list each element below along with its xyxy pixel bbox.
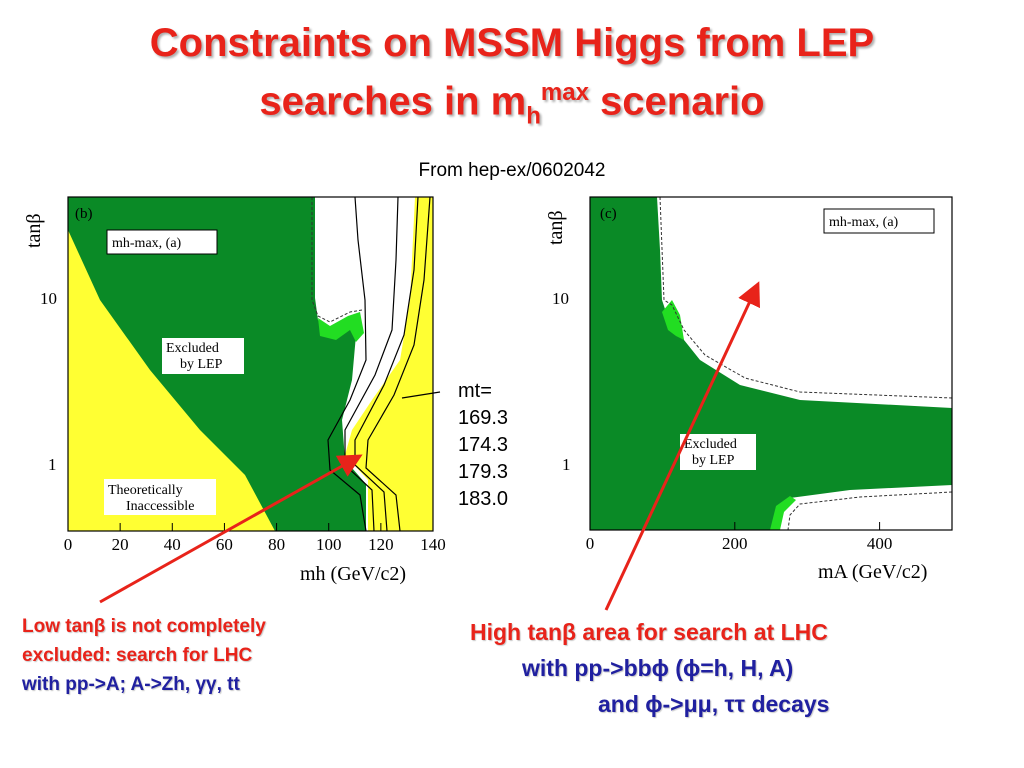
chart-c-xlabel: mA (GeV/c2) [818,561,927,583]
chart-b-mt-curve-4 [365,197,431,531]
arrow-low-tanb [99,454,363,604]
chart-b-xtick-label: 120 [368,535,394,554]
chart-b-ylabel: tanβ [23,213,45,248]
chart-b-ytick-1: 1 [48,455,57,474]
mt-value-4: 183.0 [458,488,509,510]
chart-c-box [823,208,935,234]
chart-b-box-label: mh-max, (a) [112,236,182,251]
chart-b-theory-label-bg [104,479,216,515]
chart-b-xtick-label: 80 [268,535,285,554]
chart-c-ylabel: tanβ [545,210,567,245]
chart-b-mt-pointer [401,391,441,399]
chart-b-xtick-label: 0 [64,535,73,554]
title-line-2: searches in mhmax scenario [259,79,765,130]
chart-b-excluded-label-1: Excluded [166,341,219,356]
chart-b-xtick-label: 60 [216,535,233,554]
note-right-line-1: High tanβ area for search at LHC [470,619,828,645]
chart-c-xtick-label: 400 [867,534,893,553]
chart-c-expected-dashed-top [659,197,952,399]
mt-value-1: 169.3 [458,407,509,429]
chart-b-xtick-label: 40 [164,535,181,554]
source-citation: From hep-ex/0602042 [418,160,606,181]
note-left-line-3: with pp->A; A->Zh, γγ, tt [22,674,240,695]
chart-b-xtick-label: 100 [316,535,342,554]
note-left-line-1: Low tanβ is not completely [22,616,266,637]
chart-c-ytick-10: 10 [552,289,569,308]
chart-c-frame [589,196,953,531]
chart-b-bright-band [318,312,364,342]
chart-b-theory-label-1: Theoretically [108,483,183,498]
chart-c-ytick-1: 1 [562,455,571,474]
title-line-1: Constraints on MSSM Higgs from LEP [149,21,875,65]
slide-title: Constraints on MSSM Higgs from LEP searc… [0,18,1024,141]
chart-c-excluded-label-1: Excluded [684,437,737,452]
chart-c-xtick-label: 0 [586,534,595,553]
chart-b-xtick-label: 20 [112,535,129,554]
arrow-high-tanb [604,281,761,611]
chart-c-box-label: mh-max, (a) [829,215,899,230]
chart-b-theory-region [68,230,275,531]
chart-c-xtick-label: 200 [722,534,748,553]
chart-c-excluded-label-bg [680,434,756,470]
note-high-tanb: High tanβ area for search at LHC with pp… [470,614,1020,722]
mt-legend: mt= 169.3 174.3 179.3 183.0 [458,378,508,513]
chart-b-xtick-label: 140 [420,535,446,554]
chart-b-frame [67,196,434,532]
chart-c-panel-label: (c) [600,206,617,222]
chart-b-box [106,229,218,255]
note-low-tanb: Low tanβ is not completely excluded: sea… [22,612,412,699]
chart-c-excluded-label-2: by LEP [692,453,735,468]
mt-value-3: 179.3 [458,461,509,483]
chart-c-x-ticks: 0 200 400 [586,522,893,553]
chart-b-theory-label-2: Inaccessible [126,499,194,514]
chart-b-mt-curve-1 [327,197,367,531]
note-right-line-2: with pp->bbϕ (ϕ=h, H, A) [522,655,794,681]
chart-b-mt-curve-3 [354,197,419,531]
chart-b-excluded-label-2: by LEP [180,357,223,372]
chart-b-ytick-10: 10 [40,289,57,308]
note-right-line-3: and ϕ->μμ, ττ decays [598,691,830,717]
chart-b-mt-curve-2 [344,197,399,531]
chart-b-expected-dashed [311,197,363,323]
chart-b-xlabel: mh (GeV/c2) [300,563,406,585]
mt-legend-title: mt= [458,380,492,402]
chart-c-bright-band [662,300,796,530]
chart-b-excluded-label-bg [162,338,244,374]
chart-b: (b) mh-max, (a) Excluded by LEP Theoreti… [23,196,446,585]
chart-c: (c) mh-max, (a) Excluded by LEP 0 200 400 … [545,196,953,583]
chart-c-expected-dashed-bottom [787,491,952,530]
mt-value-2: 174.3 [458,434,509,456]
note-left-line-2: excluded: search for LHC [22,645,253,666]
chart-b-x-ticks: 0 20 40 60 80 100 120 140 [64,523,446,554]
chart-b-panel-label: (b) [75,206,93,222]
